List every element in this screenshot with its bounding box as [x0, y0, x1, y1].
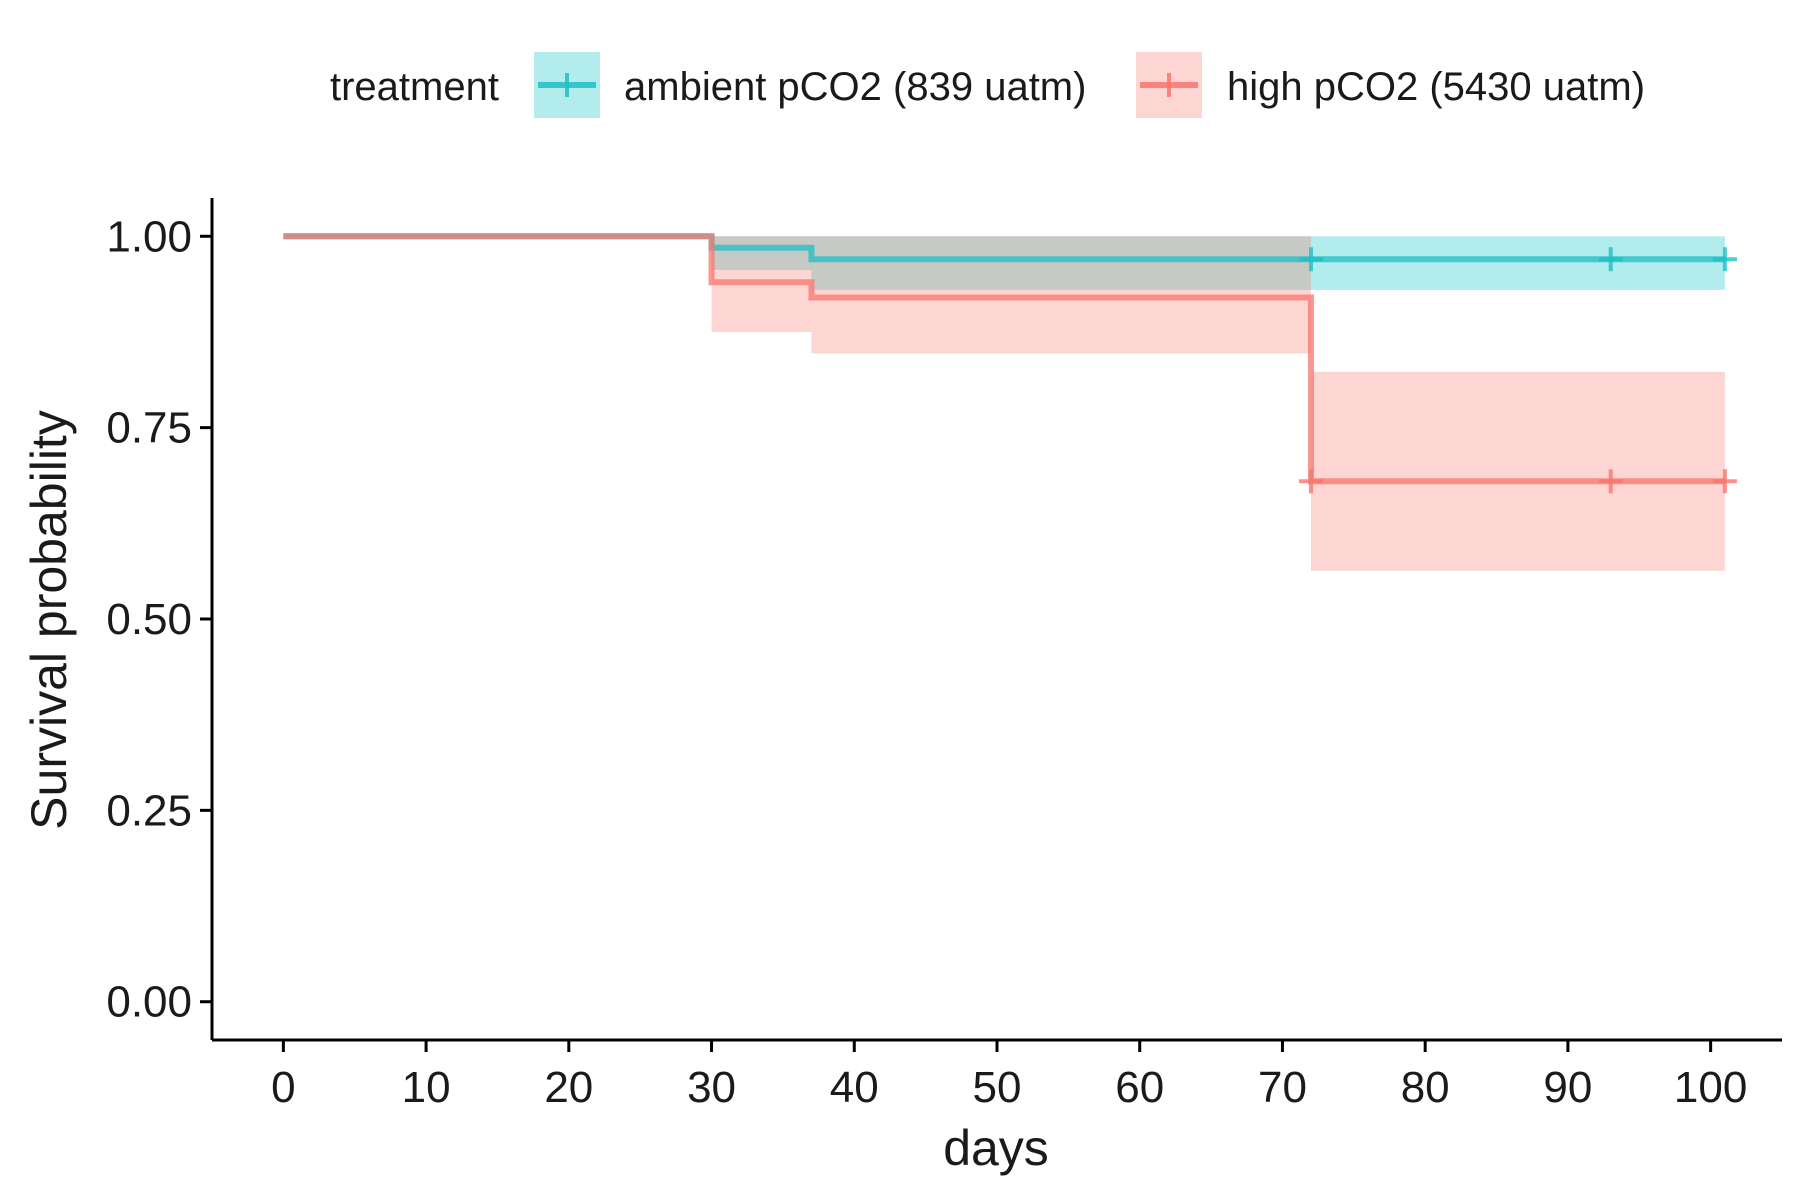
- ci-band-1-2: [811, 236, 1725, 290]
- survival-lines: [283, 233, 1725, 485]
- y-tick-label-2: 0.50: [106, 595, 192, 644]
- x-tick-label-70: 70: [1258, 1063, 1307, 1112]
- censor-mark-2-2: [1598, 469, 1623, 494]
- y-tick-label-3: 0.75: [106, 404, 192, 453]
- censor-mark-1-2: [1598, 247, 1623, 272]
- survival-line-2: [283, 233, 1725, 485]
- y-axis-title: Survival probability: [21, 410, 77, 830]
- x-tick-label-60: 60: [1115, 1063, 1164, 1112]
- x-tick-label-80: 80: [1401, 1063, 1450, 1112]
- censor-marks: [1299, 247, 1737, 494]
- censor-mark-2-3: [1712, 469, 1737, 494]
- x-tick-label-10: 10: [402, 1063, 451, 1112]
- censor-mark-1-3: [1712, 247, 1737, 272]
- axes: 0 10 20 30 40 50 60 70 80 90 100 0.00 0.25 0.50 0.75 1.…: [106, 198, 1782, 1112]
- x-axis-title: days: [943, 1120, 1049, 1176]
- x-tick-label-100: 100: [1674, 1063, 1747, 1112]
- x-tick-label-50: 50: [973, 1063, 1022, 1112]
- y-tick-label-0: 0.00: [106, 978, 192, 1027]
- x-tick-label-30: 30: [687, 1063, 736, 1112]
- legend-label-2: high pCO2 (5430 uatm): [1227, 65, 1645, 109]
- legend: treatment ambient pCO2 (839 uatm) high pC…: [330, 52, 1645, 118]
- ci-band-2-3: [1311, 371, 1725, 571]
- x-tick-label-40: 40: [830, 1063, 879, 1112]
- y-tick-label-1: 0.25: [106, 786, 192, 835]
- censor-mark-1-1: [1299, 247, 1323, 272]
- legend-title: treatment: [330, 65, 499, 109]
- legend-label-1: ambient pCO2 (839 uatm): [624, 65, 1086, 109]
- confidence-bands: [711, 236, 1725, 571]
- x-tick-label-0: 0: [271, 1063, 295, 1112]
- legend-item-1: ambient pCO2 (839 uatm): [534, 52, 1086, 118]
- legend-item-2: high pCO2 (5430 uatm): [1136, 52, 1645, 118]
- censor-mark-2-1: [1299, 469, 1323, 494]
- y-tick-label-4: 1.00: [106, 212, 192, 261]
- x-tick-label-90: 90: [1543, 1063, 1592, 1112]
- x-tick-label-20: 20: [544, 1063, 593, 1112]
- ci-band-1-1: [711, 236, 812, 270]
